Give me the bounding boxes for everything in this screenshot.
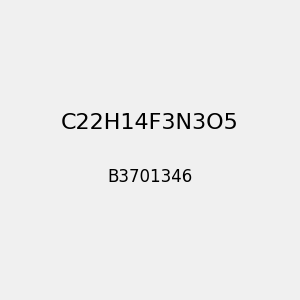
Text: B3701346: B3701346 [107, 168, 193, 186]
Text: C22H14F3N3O5: C22H14F3N3O5 [61, 113, 239, 133]
